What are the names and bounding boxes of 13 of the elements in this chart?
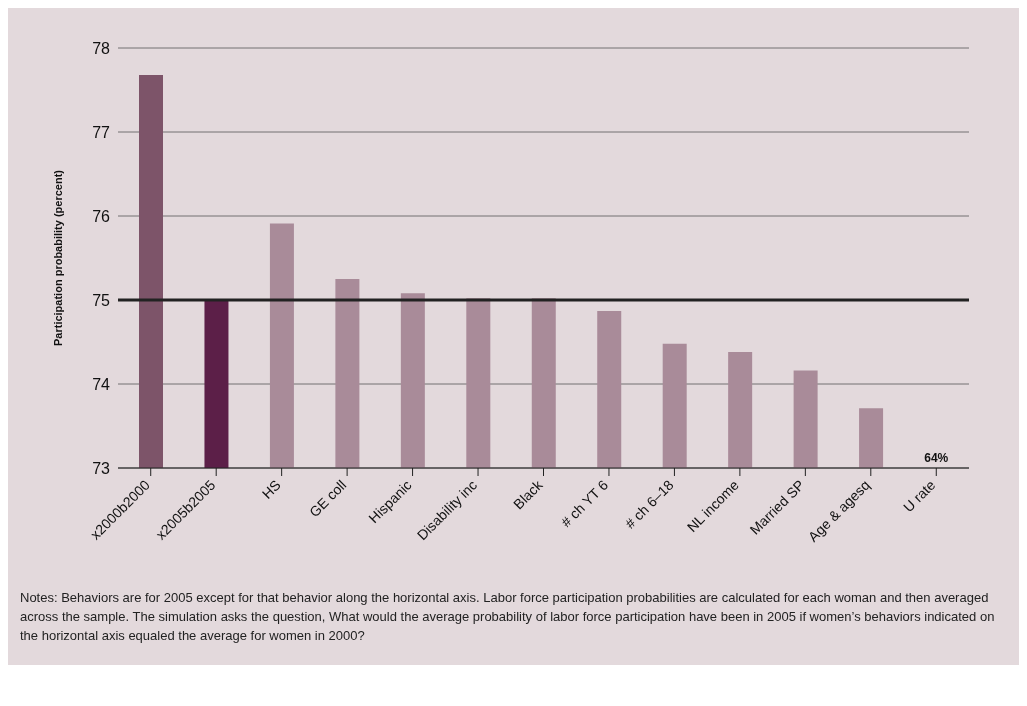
text: Notes: Behaviors are for 2005 except for that behavior along the horizontal axis. Labor force participation probabilities are calculated for each woman and then averaged across the sample. The simulation asks the question, What would the average probability of labor force participation have been in 2005 if women’s behaviors indicated on the horizontal axis equaled the average for women in 2000? bbox=[19, 589, 996, 645]
annotation: 64% bbox=[924, 451, 949, 465]
y-tick-label: 78 bbox=[92, 39, 111, 57]
x-tick-label: # ch YT 6 bbox=[557, 476, 612, 531]
x-tick-label: U rate bbox=[900, 476, 939, 516]
y-tick-label: 73 bbox=[92, 459, 111, 477]
y-axis-title: Participation probability (percent) bbox=[51, 169, 64, 347]
x-tick-label: GE coll bbox=[306, 476, 350, 521]
y-tick-label: 74 bbox=[92, 375, 111, 393]
x-tick-label: HS bbox=[258, 476, 284, 502]
y-tick-label: 76 bbox=[92, 207, 111, 225]
y-tick-label: 77 bbox=[92, 123, 111, 141]
y-tick-label: 75 bbox=[92, 291, 111, 309]
